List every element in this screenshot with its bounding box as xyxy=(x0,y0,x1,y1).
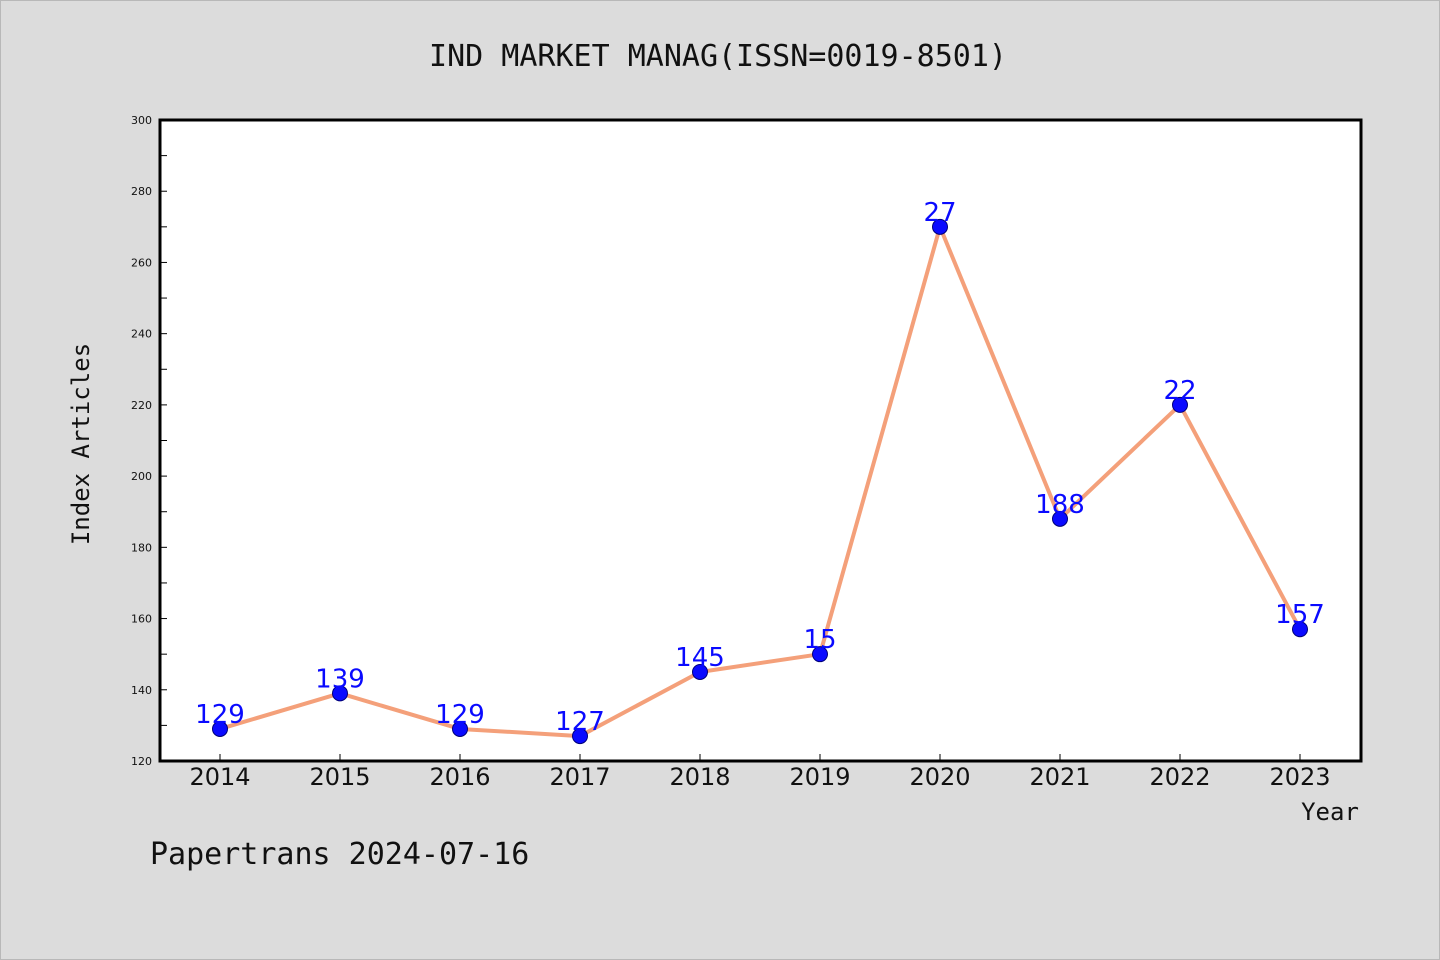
data-point-marker xyxy=(932,218,948,235)
x-tick-label: 2016 xyxy=(429,763,490,791)
data-point-marker xyxy=(1052,510,1068,527)
data-point-marker xyxy=(332,685,348,702)
data-point-marker xyxy=(812,646,828,663)
x-axis-label: Year xyxy=(1301,798,1359,826)
x-tick-label: 2019 xyxy=(789,763,850,791)
data-labels-group: 129 139 129 127 145 15 27 188 22 157 xyxy=(195,198,1325,737)
x-tick-label: 2018 xyxy=(669,763,730,791)
x-tick-label: 2022 xyxy=(1149,763,1210,791)
data-point-marker xyxy=(1292,621,1308,638)
data-label: 129 xyxy=(195,700,245,730)
data-label: 22 xyxy=(1163,376,1196,406)
data-point-marker xyxy=(692,663,708,680)
markers-group xyxy=(212,218,1308,745)
y-tick-label: 280 xyxy=(131,185,152,198)
y-tick-label: 140 xyxy=(131,684,152,697)
x-tick-label: 2021 xyxy=(1029,763,1090,791)
x-tick-label: 2014 xyxy=(189,763,250,791)
x-tick-label: 2023 xyxy=(1269,763,1330,791)
series-line xyxy=(218,224,1302,739)
data-label: 188 xyxy=(1035,490,1085,520)
data-point-marker xyxy=(572,728,588,745)
data-label: 139 xyxy=(315,664,365,694)
y-axis-label: Index Articles xyxy=(67,343,95,545)
x-tick-label: 2015 xyxy=(309,763,370,791)
plot-frame xyxy=(158,118,1363,763)
data-label: 157 xyxy=(1275,600,1325,630)
x-axis: 2014 2015 2016 2017 2018 2019 2020 2021 2022 2023 xyxy=(189,754,1331,791)
y-tick-label: 240 xyxy=(131,328,152,341)
data-label: 15 xyxy=(803,625,836,655)
chart-title: IND MARKET MANAG(ISSN=0019-8501) xyxy=(429,39,1007,74)
data-point-marker xyxy=(452,720,468,737)
y-axis: 120 140 160 180 200 220 240 260 280 300 xyxy=(131,114,167,768)
y-tick-label: 300 xyxy=(131,114,152,127)
series-line-group xyxy=(218,224,1302,739)
data-label: 145 xyxy=(675,643,725,673)
data-label: 129 xyxy=(435,700,485,730)
data-label: 127 xyxy=(555,707,605,737)
y-tick-label: 120 xyxy=(131,755,152,768)
data-label: 27 xyxy=(923,198,956,228)
y-tick-label: 180 xyxy=(131,541,152,554)
y-tick-label: 260 xyxy=(131,256,152,269)
x-tick-label: 2017 xyxy=(549,763,610,791)
footer-credit: Papertrans 2024-07-16 xyxy=(150,837,529,872)
y-tick-label: 160 xyxy=(131,613,152,626)
data-point-marker xyxy=(212,720,228,737)
y-tick-label: 220 xyxy=(131,399,152,412)
plot-area xyxy=(160,120,1361,761)
data-point-marker xyxy=(1172,396,1188,413)
y-tick-label: 200 xyxy=(131,470,152,483)
x-tick-label: 2020 xyxy=(909,763,970,791)
